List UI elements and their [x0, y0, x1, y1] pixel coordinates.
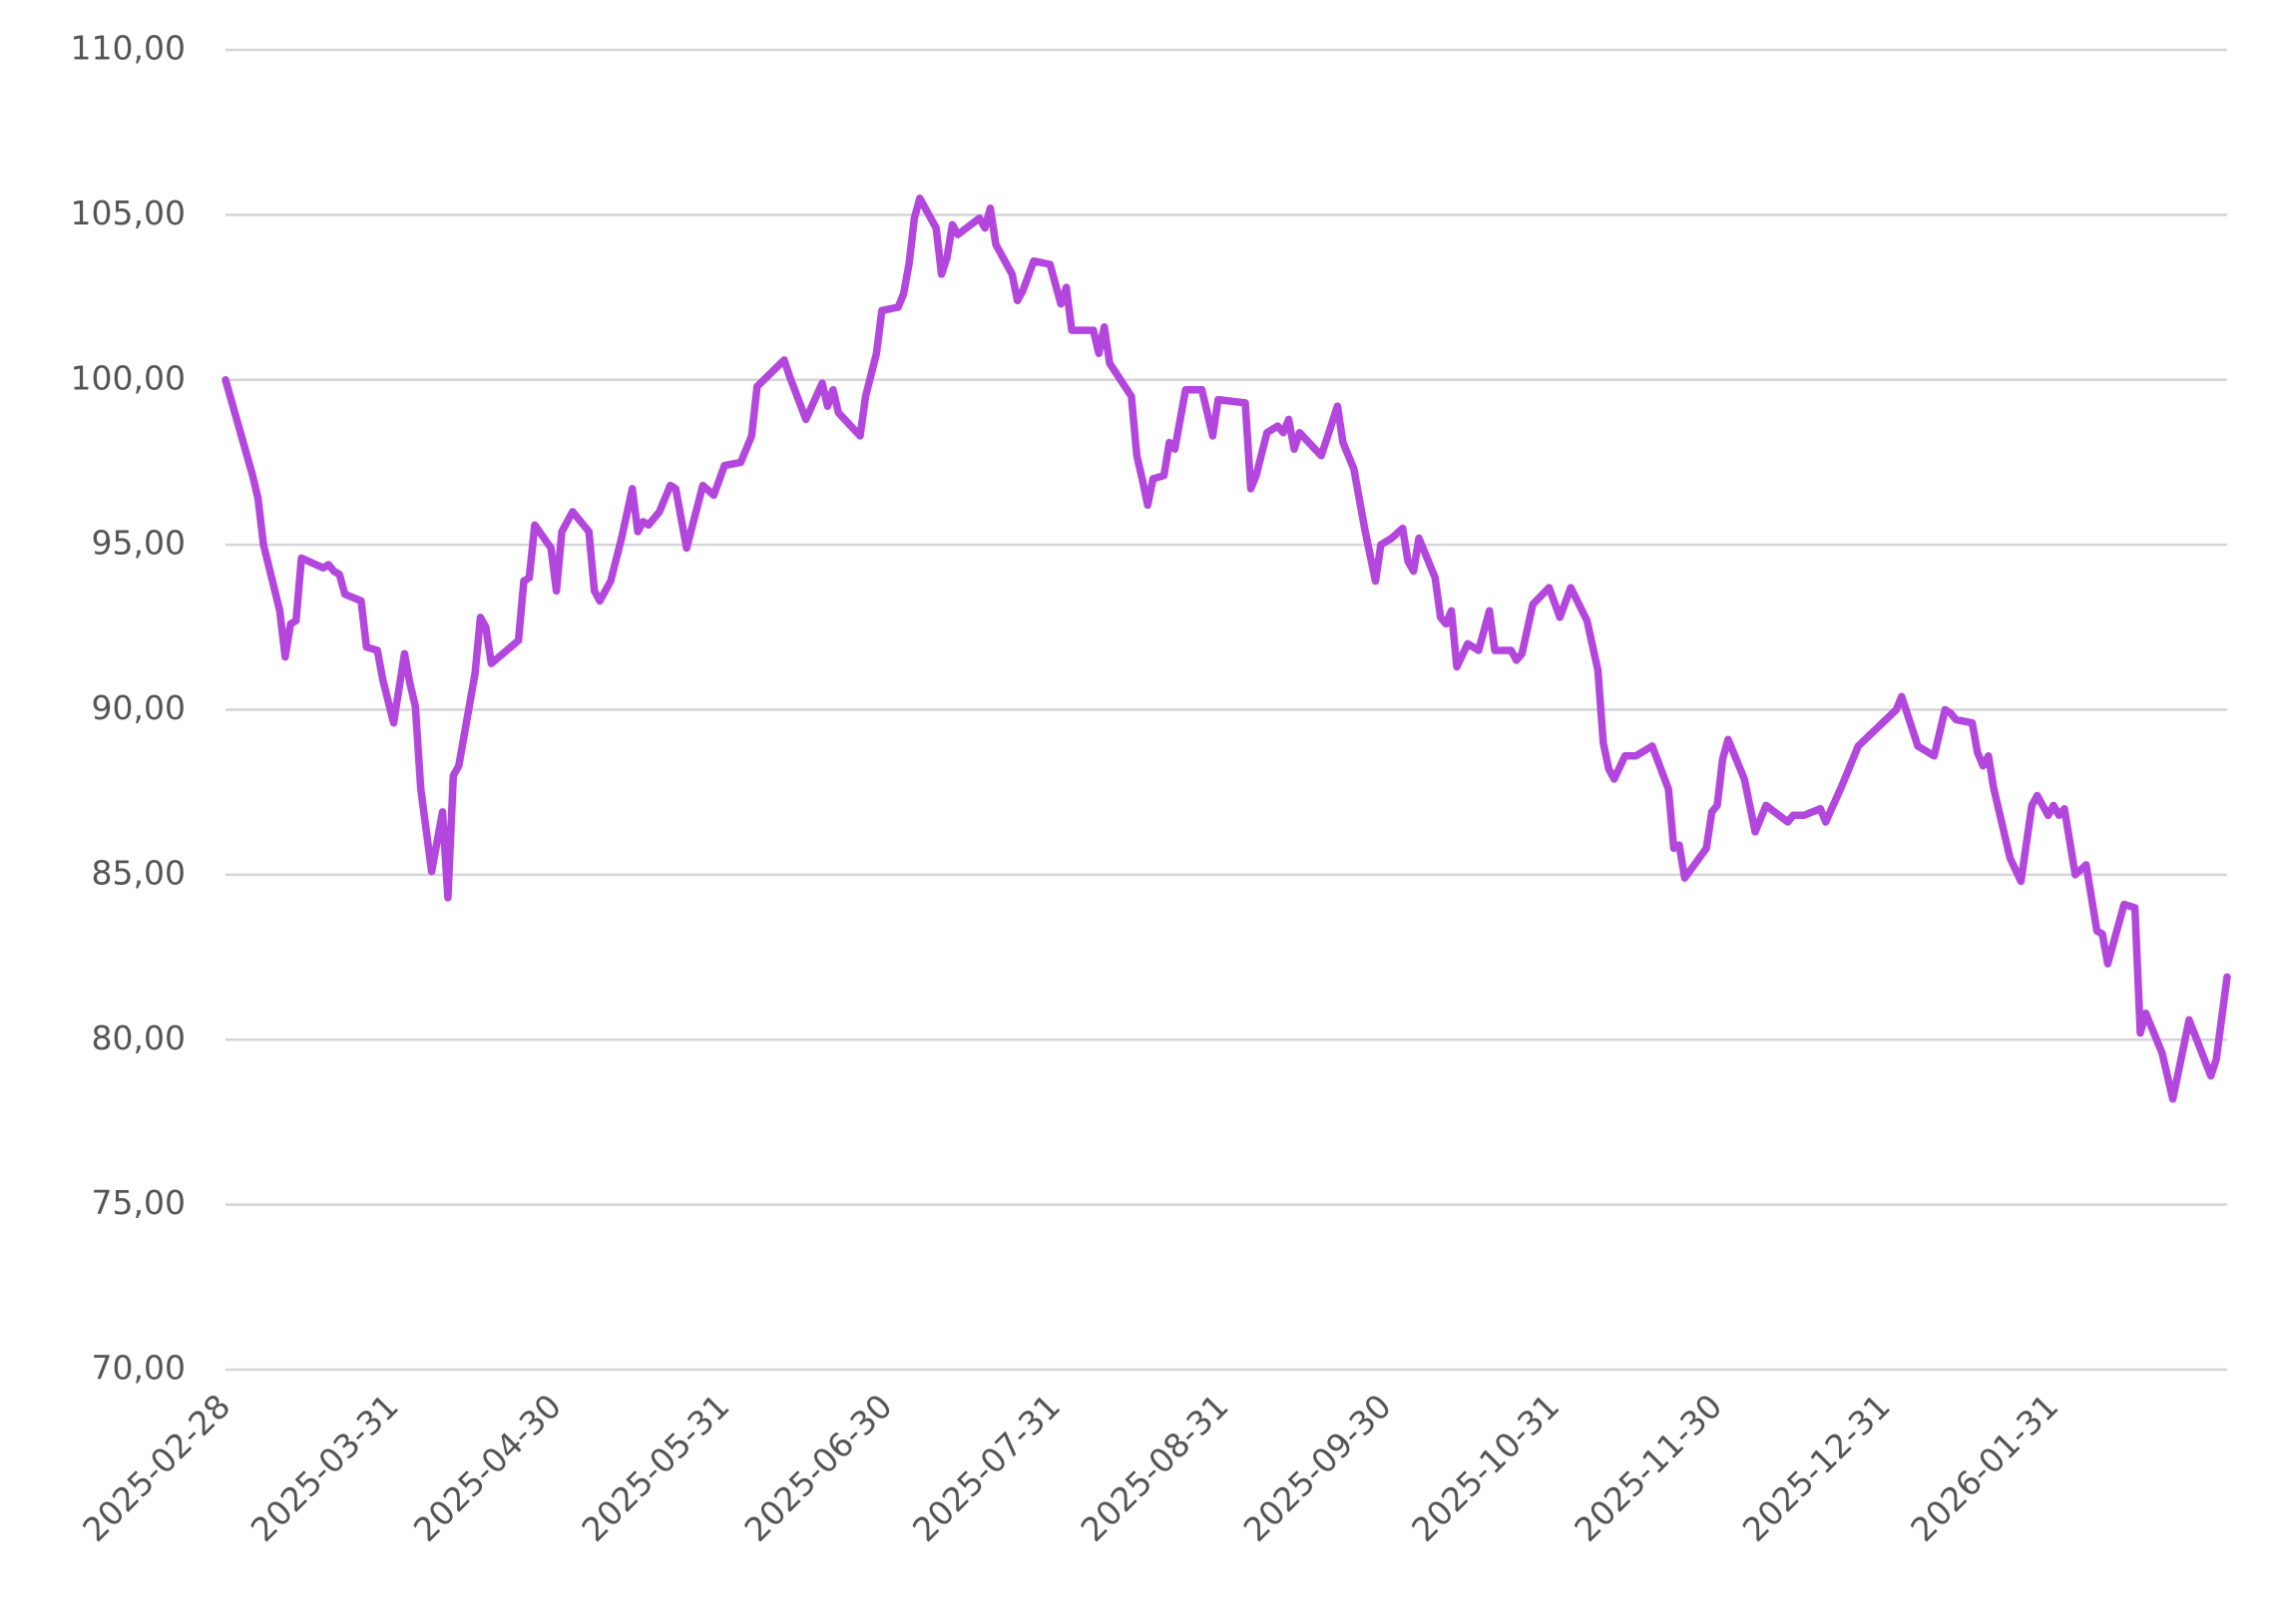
y-tick-label: 105,00	[71, 194, 186, 232]
x-tick-label: 2025-09-30	[1236, 1387, 1399, 1549]
x-tick-label: 2025-07-31	[905, 1387, 1068, 1549]
x-tick-label: 2025-08-31	[1073, 1387, 1235, 1549]
y-tick-label: 90,00	[92, 688, 186, 727]
x-tick-label: 2025-11-30	[1567, 1387, 1729, 1549]
x-tick-label: 2026-01-31	[1903, 1387, 2065, 1549]
x-tick-label: 2025-04-30	[406, 1387, 569, 1549]
x-tick-label: 2025-12-31	[1735, 1387, 1898, 1549]
y-tick-label: 80,00	[92, 1018, 186, 1057]
x-tick-label: 2025-05-31	[574, 1387, 736, 1549]
x-tick-label: 2025-03-31	[243, 1387, 406, 1549]
y-tick-label: 85,00	[92, 853, 186, 892]
y-tick-label: 110,00	[71, 29, 186, 68]
x-tick-label: 2025-10-31	[1404, 1387, 1567, 1549]
y-tick-label: 95,00	[92, 524, 186, 563]
data-line	[222, 195, 2231, 1103]
x-tick-label: 2025-02-28	[75, 1387, 237, 1549]
y-tick-label: 75,00	[92, 1183, 186, 1222]
y-tick-label: 70,00	[92, 1349, 186, 1388]
x-tick-label: 2025-06-30	[736, 1387, 899, 1549]
y-tick-label: 100,00	[71, 358, 186, 397]
